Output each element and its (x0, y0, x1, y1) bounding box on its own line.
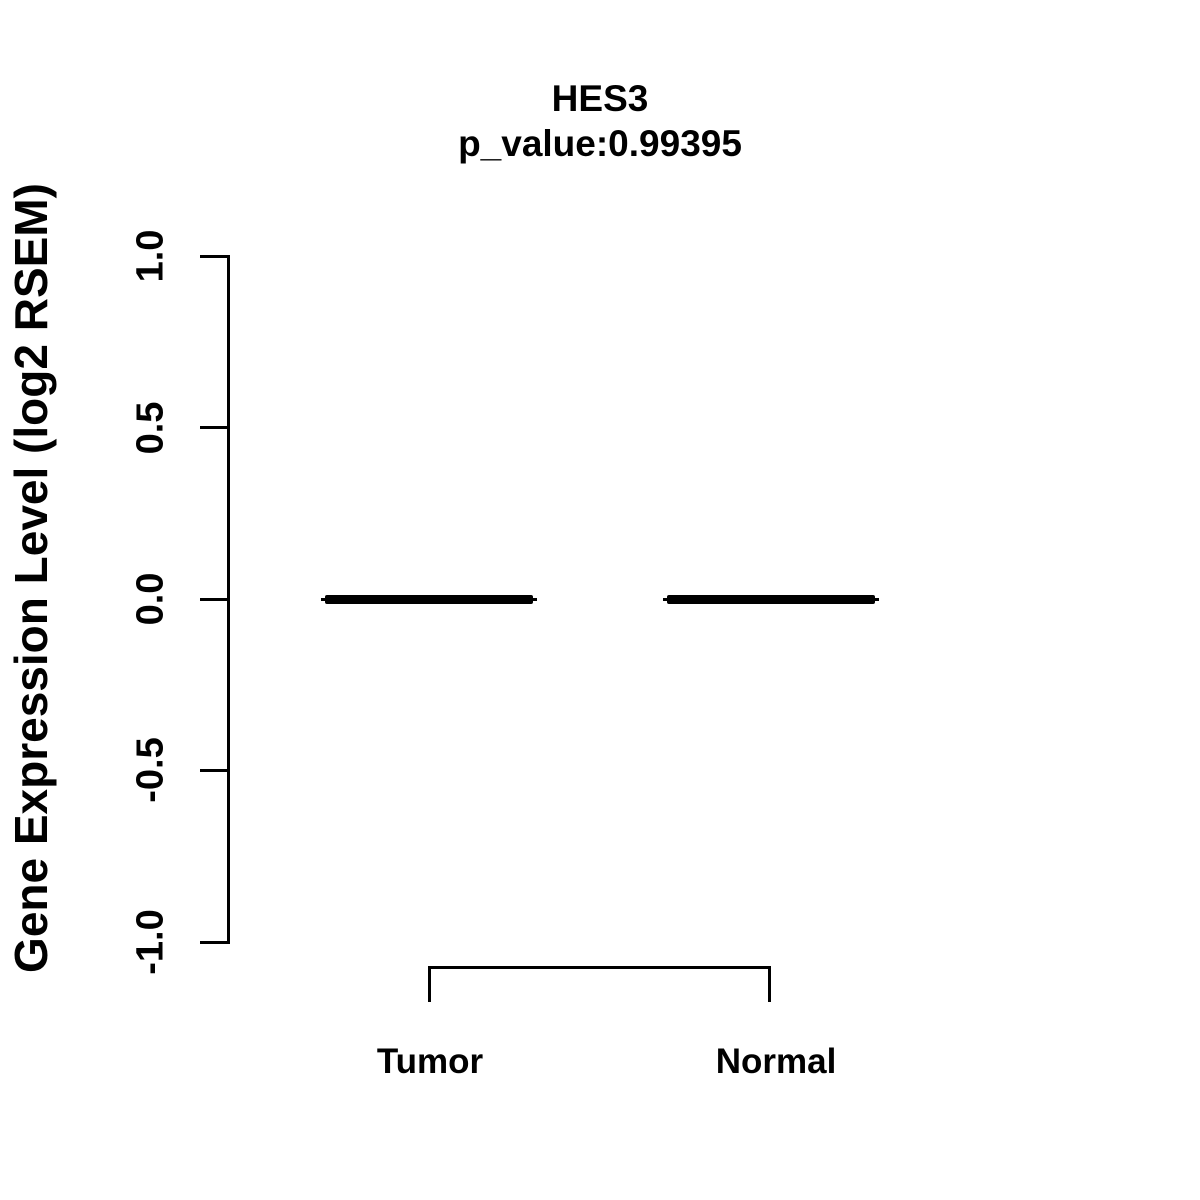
y-axis-label: Gene Expression Level (log2 RSEM) (5, 183, 57, 973)
y-tick-label: -0.5 (129, 737, 172, 803)
y-tick-label: 1.0 (129, 229, 172, 283)
y-tick-label: 0.0 (129, 572, 172, 626)
tumor-box-median (325, 595, 533, 604)
y-tick-mark (200, 769, 229, 772)
y-tick-mark (200, 255, 229, 258)
y-tick-mark (200, 598, 229, 601)
y-tick-label: 0.5 (129, 401, 172, 455)
comparison-bracket (428, 966, 771, 1002)
y-tick-label: -1.0 (129, 909, 172, 975)
normal-box-median (667, 595, 875, 604)
chart-subtitle: p_value:0.99395 (458, 123, 742, 164)
category-label-tumor: Tumor (376, 1042, 484, 1081)
y-tick-mark (200, 426, 229, 429)
y-tick-mark (200, 941, 229, 944)
chart-title-block: HES3 p_value:0.99395 (458, 76, 742, 166)
category-label-normal: Normal (715, 1042, 837, 1081)
chart-title: HES3 (551, 78, 649, 119)
